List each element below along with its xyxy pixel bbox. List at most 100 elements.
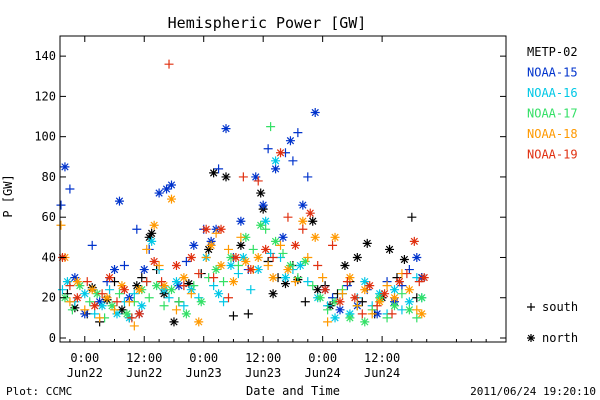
point-north (380, 289, 390, 299)
series-legend: METP-02 NOAA-15 NOAA-16 NOAA-17 NOAA-18 NOAA-… (527, 45, 578, 162)
chart-title: Hemispheric Power [GW] (168, 14, 367, 32)
point-north (97, 301, 107, 311)
point-north (114, 196, 124, 206)
point-north (404, 297, 414, 307)
marker-legend: south north (527, 300, 578, 345)
point-north (139, 265, 149, 275)
point-north (268, 289, 278, 299)
point-north (350, 293, 360, 303)
point-south (223, 244, 233, 254)
point-north (362, 238, 372, 248)
point-north (189, 240, 199, 250)
point-north (70, 273, 80, 283)
point-south (164, 59, 174, 69)
point-north (226, 261, 236, 271)
point-north (179, 273, 189, 283)
point-north (298, 216, 308, 226)
point-south (303, 252, 313, 262)
point-south (144, 293, 154, 303)
point-south (219, 297, 229, 307)
x-tick-date-label: Jun22 (67, 366, 103, 380)
point-north (253, 265, 263, 275)
point-north (271, 156, 281, 166)
point-south (105, 285, 115, 295)
point-south (90, 309, 100, 319)
point-north (171, 261, 181, 271)
point-north (238, 252, 248, 262)
point-south (112, 297, 122, 307)
y-tick-label: 60 (42, 210, 56, 224)
y-axis: 0 20 40 60 80 100 120 140 (34, 49, 506, 345)
point-north (95, 297, 105, 307)
point-north (236, 240, 246, 250)
point-north (360, 277, 370, 287)
point-north (209, 168, 219, 178)
point-south (65, 184, 75, 194)
point-south (179, 281, 189, 291)
point-north (365, 281, 375, 291)
point-south (248, 244, 258, 254)
point-south (404, 265, 414, 275)
y-tick-label: 140 (34, 49, 56, 63)
point-south (236, 232, 246, 242)
point-north (149, 220, 159, 230)
point-south (233, 261, 243, 271)
point-south (214, 164, 224, 174)
point-south (342, 277, 352, 287)
marker-legend-label-north: north (542, 331, 578, 345)
point-north (335, 305, 345, 315)
point-south (97, 289, 107, 299)
point-north (285, 136, 295, 146)
x-tick-time-label: 12:00 (364, 351, 400, 365)
x-tick-date-label: Jun23 (245, 366, 281, 380)
point-north (253, 252, 263, 262)
point-north (256, 220, 266, 230)
point-north (285, 261, 295, 271)
x-tick-time-label: 0:00 (70, 351, 99, 365)
legend-entry-noaa-18: NOAA-18 (527, 127, 578, 141)
legend-entry-noaa-15: NOAA-15 (527, 66, 578, 80)
point-north (345, 313, 355, 323)
point-north (201, 224, 211, 234)
marker-legend-symbol-north (527, 334, 535, 342)
point-south (323, 317, 333, 327)
point-north (221, 172, 231, 182)
point-south (357, 309, 367, 319)
point-north (280, 273, 290, 283)
y-tick-label: 20 (42, 291, 56, 305)
point-north (251, 172, 261, 182)
y-tick-label: 40 (42, 250, 56, 264)
point-north (112, 309, 122, 319)
point-north (283, 265, 293, 275)
point-south (129, 289, 139, 299)
x-axis-label: Date and Time (246, 384, 340, 398)
point-south (283, 212, 293, 222)
point-south (372, 301, 382, 311)
point-south (171, 305, 181, 315)
x-tick-time-label: 12:00 (126, 351, 162, 365)
y-tick-label: 80 (42, 170, 56, 184)
point-south (303, 277, 313, 287)
point-south (276, 240, 286, 250)
point-north (102, 293, 112, 303)
point-south (246, 285, 256, 295)
point-north (169, 317, 179, 327)
point-south (303, 172, 313, 182)
point-north (360, 317, 370, 327)
point-north (231, 252, 241, 262)
point-south (159, 301, 169, 311)
point-south (414, 277, 424, 287)
point-north (60, 162, 70, 172)
point-south (95, 313, 105, 323)
point-north (211, 265, 221, 275)
point-north (132, 281, 142, 291)
point-north (404, 305, 414, 315)
point-south (288, 156, 298, 166)
point-south (407, 212, 417, 222)
point-south (318, 273, 328, 283)
point-south (352, 301, 362, 311)
x-axis: 0:00Jun2212:00Jun220:00Jun2312:00Jun230:… (67, 36, 487, 380)
point-south (382, 313, 392, 323)
point-north (276, 148, 286, 158)
point-north (196, 297, 206, 307)
